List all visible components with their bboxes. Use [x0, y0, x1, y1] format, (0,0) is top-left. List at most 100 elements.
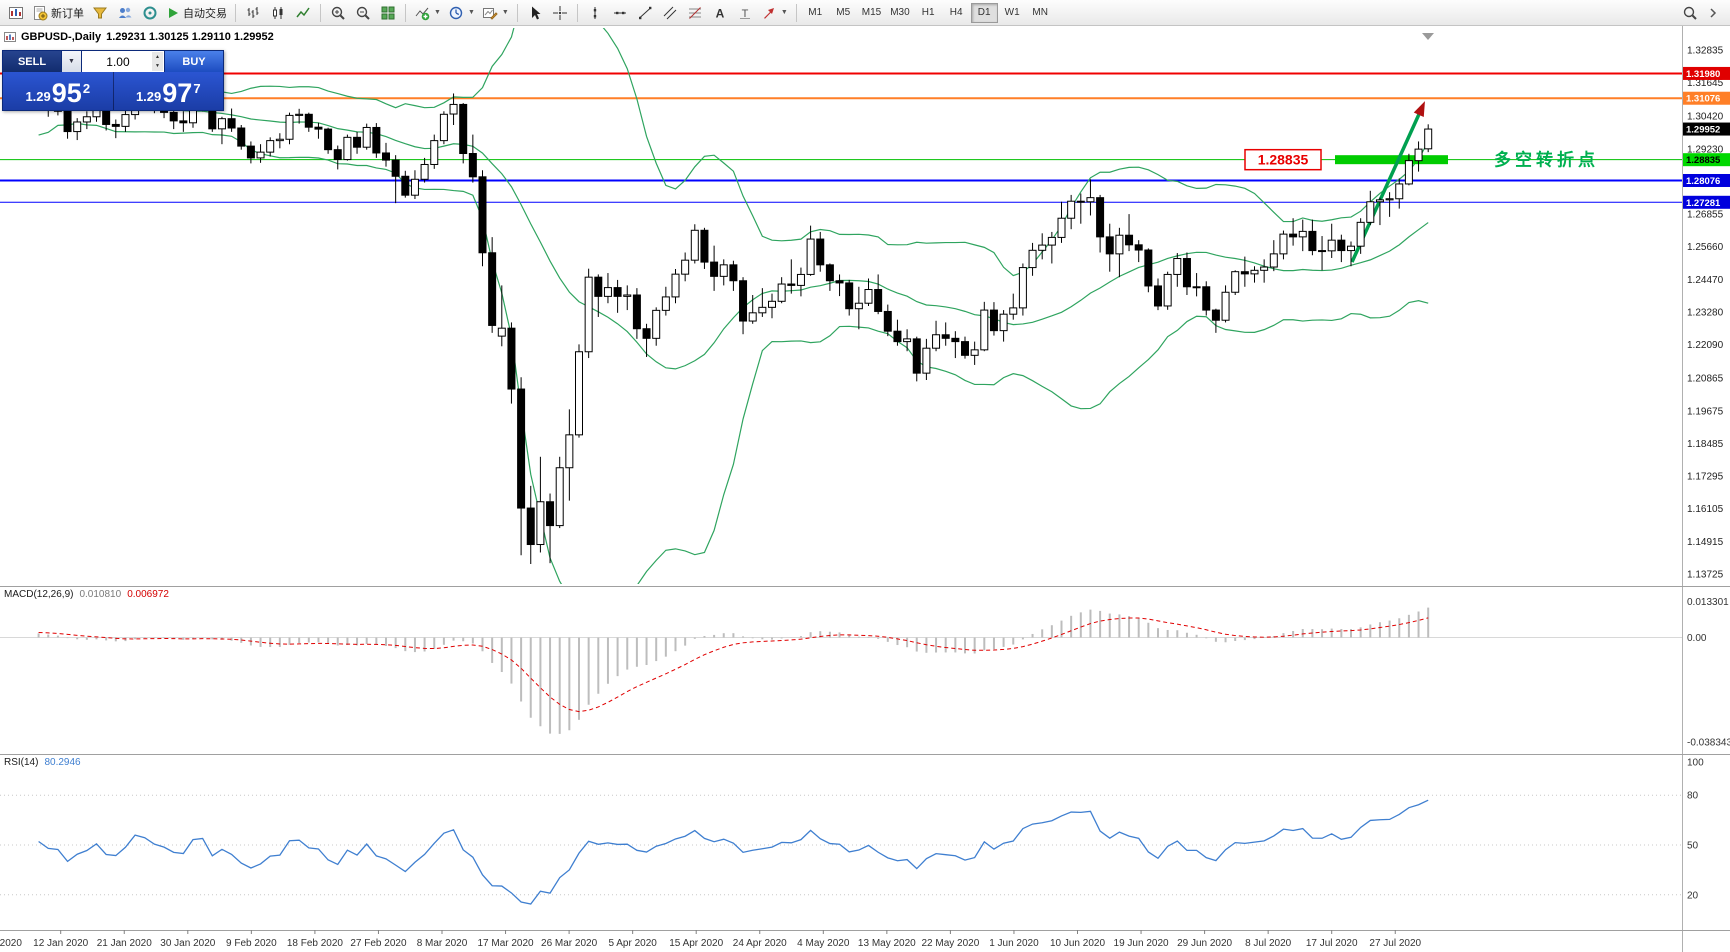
new-order-button[interactable]: 新订单 [29, 2, 87, 24]
price-callout-box[interactable] [1244, 148, 1322, 171]
date-tick-label: 8 Mar 2020 [417, 938, 468, 949]
volume-down-button[interactable]: ▼ [152, 61, 163, 71]
zoom-out-button[interactable] [351, 2, 375, 24]
timeframe-h1[interactable]: H1 [915, 3, 942, 23]
price-tag [1683, 195, 1730, 209]
candle-body [1125, 234, 1134, 246]
candle-body [82, 116, 91, 123]
navigator-button[interactable] [138, 2, 162, 24]
candle-body [488, 252, 497, 326]
candle-body [768, 300, 776, 308]
volume-input[interactable] [81, 53, 164, 70]
timeframe-m15[interactable]: M15 [858, 3, 885, 23]
candle-body [777, 283, 786, 302]
trendline-button[interactable] [633, 2, 657, 24]
chart-window-button[interactable] [4, 2, 28, 24]
timeframe-m1[interactable]: M1 [802, 3, 829, 23]
timeframe-w1[interactable]: W1 [999, 3, 1026, 23]
candle-body [275, 138, 284, 142]
indicators-dropdown-caret[interactable]: ▼ [434, 9, 441, 16]
timeframe-h4[interactable]: H4 [943, 3, 970, 23]
trade-prices-row: 1.29 95 2 1.29 97 7 [3, 72, 223, 110]
candle-body [285, 114, 294, 140]
arrows-button[interactable]: ▼ [758, 2, 791, 24]
trend-arrow-head[interactable] [1413, 101, 1425, 118]
candle-body [893, 330, 902, 343]
fibonacci-button[interactable] [683, 2, 707, 24]
sell-price-pips: 95 [51, 78, 82, 108]
candle-body [787, 283, 796, 286]
candle-body [1038, 244, 1047, 251]
timeframe-mn[interactable]: MN [1027, 3, 1054, 23]
chart-shift-marker[interactable] [1422, 33, 1434, 40]
price-axis-label: 1.17295 [1687, 472, 1724, 483]
price-tag [1683, 173, 1730, 187]
date-tick-label: 19 Jun 2020 [1114, 938, 1169, 949]
candle-body [1018, 267, 1027, 309]
periods-button[interactable]: ▼ [445, 2, 478, 24]
buy-price-display[interactable]: 1.29 97 7 [114, 72, 224, 110]
timeframe-d1[interactable]: D1 [970, 2, 998, 23]
line-chart-button[interactable] [291, 2, 315, 24]
candle-body [420, 163, 429, 180]
volume-spinner: ▲ ▼ [152, 52, 163, 71]
accounts-button[interactable] [113, 2, 137, 24]
bar-chart-button[interactable] [241, 2, 265, 24]
horizontal-line-icon [613, 11, 626, 14]
periods-dropdown-caret[interactable]: ▼ [467, 9, 475, 16]
horizontal-line-button[interactable] [608, 2, 632, 24]
candle-body [961, 341, 969, 356]
toolbar-separator [235, 3, 236, 22]
text-label-button[interactable]: T [733, 2, 757, 24]
templates-dropdown-caret[interactable]: ▼ [501, 9, 509, 16]
candle-body [1385, 198, 1394, 201]
tile-windows-button[interactable] [376, 2, 400, 24]
market-watch-button[interactable] [88, 2, 112, 24]
text-button[interactable]: A [708, 2, 732, 24]
candle-body [922, 347, 931, 374]
template-icon [482, 7, 498, 20]
buy-button[interactable]: BUY [165, 51, 223, 72]
candle-body [835, 280, 844, 284]
toolbar-overflow-button[interactable] [1702, 2, 1726, 24]
symbol-search-button[interactable] [1678, 2, 1702, 24]
crosshair-button[interactable] [548, 2, 572, 24]
macd-label-row: MACD(12,26,9) 0.010810 0.006972 [4, 589, 169, 600]
sell-price-pipette: 2 [82, 81, 91, 96]
candlestick-chart-button[interactable] [266, 2, 290, 24]
cursor-button[interactable] [523, 2, 547, 24]
channel-button[interactable] [658, 2, 682, 24]
indicators-icon [415, 7, 430, 20]
order-type-dropdown[interactable]: ▼ [61, 51, 81, 72]
chart-background [0, 26, 1730, 952]
candle-body [565, 434, 574, 469]
sell-price-display[interactable]: 1.29 95 2 [3, 72, 113, 110]
date-tick-label: 8 Jul 2020 [1245, 938, 1292, 949]
fibonacci-icon [688, 6, 701, 19]
price-axis-label: 1.18485 [1687, 439, 1724, 450]
sell-button[interactable]: SELL [3, 51, 61, 72]
date-axis[interactable]: 8 Jan 2020 12 Jan 2020 21 Jan 2020 30 Jan 2… [0, 930, 1422, 949]
indicators-button[interactable]: ▼ [411, 2, 444, 24]
date-tick-label: 10 Jun 2020 [1050, 938, 1105, 949]
price-tag-text: 1.29952 [1686, 125, 1720, 136]
timeframe-m30[interactable]: M30 [886, 3, 913, 23]
price-axis-label: 1.23280 [1687, 307, 1724, 318]
vertical-line-button[interactable] [583, 2, 607, 24]
candle-body [623, 294, 632, 297]
turning-point-text-object[interactable]: 多空转折点 [1494, 150, 1599, 170]
date-tick-label: 24 Apr 2020 [733, 938, 787, 949]
candle-body [295, 113, 304, 116]
arrows-dropdown-caret[interactable]: ▼ [780, 9, 788, 16]
zoom-in-button[interactable] [326, 2, 350, 24]
templates-button[interactable]: ▼ [479, 2, 512, 24]
candle-body [1182, 258, 1191, 288]
price-axis-label: 1.32835 [1687, 46, 1724, 57]
volume-up-button[interactable]: ▲ [152, 52, 163, 62]
autotrading-button[interactable]: 自动交易 [163, 2, 230, 24]
turning-point-bar-object[interactable] [1335, 155, 1448, 165]
timeframe-m5[interactable]: M5 [830, 3, 857, 23]
price-callout-text: 1.28835 [1258, 152, 1309, 168]
